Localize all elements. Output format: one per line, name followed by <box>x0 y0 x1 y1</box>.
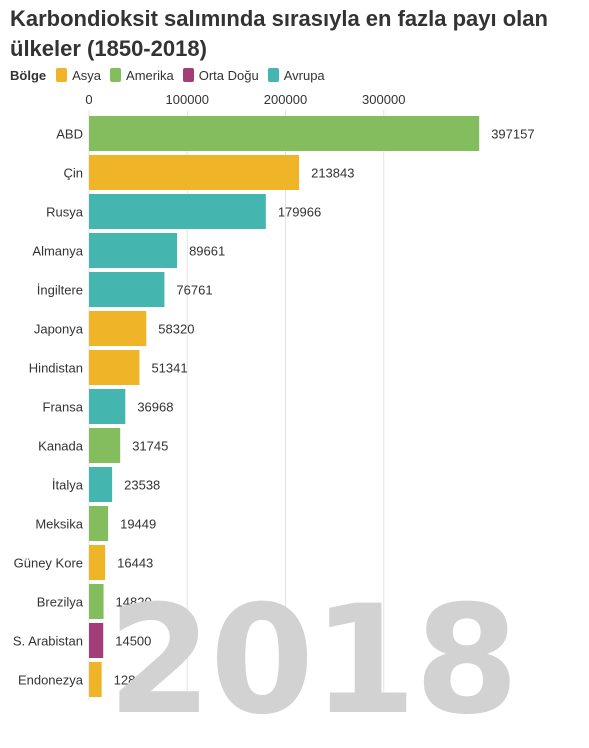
category-label: Japonya <box>34 322 84 337</box>
category-label: Fransa <box>43 400 84 415</box>
x-axis: 0 100000 200000 300000 <box>85 92 405 107</box>
bars-layer: ABD 397157 Çin 213843 Rusya 179966 Almanya 8966… <box>13 116 535 697</box>
legend-label-avrupa: Avrupa <box>283 67 325 83</box>
bar[interactable] <box>89 233 178 268</box>
category-label: Endonezya <box>18 673 84 688</box>
legend-swatch-amerika <box>110 68 122 82</box>
legend-item-amerika[interactable]: Amerika <box>110 68 174 83</box>
category-label: Brezilya <box>37 595 84 610</box>
value-label: 16443 <box>117 556 153 571</box>
legend-item-asya[interactable]: Asya <box>56 68 101 83</box>
bar[interactable] <box>89 311 147 346</box>
x-tick-label: 200000 <box>264 92 307 107</box>
value-label: 31745 <box>132 439 168 454</box>
legend-swatch-avrupa <box>267 68 279 82</box>
bar[interactable] <box>89 506 109 541</box>
bar[interactable] <box>89 623 104 658</box>
value-label: 23538 <box>124 478 160 493</box>
legend-label-amerika: Amerika <box>126 67 174 83</box>
category-label: ABD <box>56 127 83 142</box>
x-tick-label: 100000 <box>166 92 209 107</box>
category-label: İngiltere <box>37 283 83 298</box>
chart-title: Karbondioksit salımında sırasıyla en faz… <box>10 6 548 61</box>
legend-label-asya: Asya <box>72 67 102 83</box>
x-tick-label: 300000 <box>362 92 405 107</box>
category-label: Hindistan <box>29 361 83 376</box>
category-label: Kanada <box>38 439 84 454</box>
bar[interactable] <box>89 350 140 385</box>
bar[interactable] <box>89 662 102 697</box>
category-label: Çin <box>63 166 83 181</box>
value-label: 89661 <box>189 244 225 259</box>
value-label: 76761 <box>176 283 212 298</box>
legend-item-avrupa[interactable]: Avrupa <box>267 67 325 83</box>
bar[interactable] <box>89 194 266 229</box>
bar[interactable] <box>89 545 106 580</box>
category-label: S. Arabistan <box>13 634 83 649</box>
value-label: 179966 <box>278 205 321 220</box>
value-label: 51341 <box>151 361 187 376</box>
legend-swatch-asya <box>56 68 68 82</box>
category-label: Güney Kore <box>14 556 83 571</box>
value-label: 19449 <box>120 517 156 532</box>
year-watermark: 2018 <box>107 574 519 748</box>
x-tick-label: 0 <box>85 92 92 107</box>
legend: Bölge Asya Amerika Orta Doğu Avrupa <box>10 66 334 84</box>
bar[interactable] <box>89 116 480 151</box>
bar[interactable] <box>89 272 165 307</box>
category-label: Almanya <box>32 244 83 259</box>
bar[interactable] <box>89 389 126 424</box>
bar[interactable] <box>89 155 300 190</box>
legend-item-orta-dogu[interactable]: Orta Doğu <box>182 67 259 83</box>
bar-chart: 0 100000 200000 300000 ABD 397157 Çin 213843 Ru… <box>13 92 535 700</box>
value-label: 14500 <box>115 634 151 649</box>
bar[interactable] <box>89 584 104 619</box>
bar[interactable] <box>89 428 121 463</box>
legend-title: Bölge <box>10 67 47 83</box>
category-label: Meksika <box>35 517 83 532</box>
value-label: 397157 <box>491 127 534 142</box>
value-label: 58320 <box>158 322 194 337</box>
value-label: 12899 <box>114 673 150 688</box>
category-label: Rusya <box>46 205 84 220</box>
legend-label-orta-dogu: Orta Doğu <box>198 67 259 83</box>
category-label: İtalya <box>52 478 84 493</box>
value-label: 14820 <box>116 595 152 610</box>
value-label: 213843 <box>311 166 354 181</box>
value-label: 36968 <box>137 400 173 415</box>
legend-swatch-orta-dogu <box>182 68 194 82</box>
bar[interactable] <box>89 467 113 502</box>
